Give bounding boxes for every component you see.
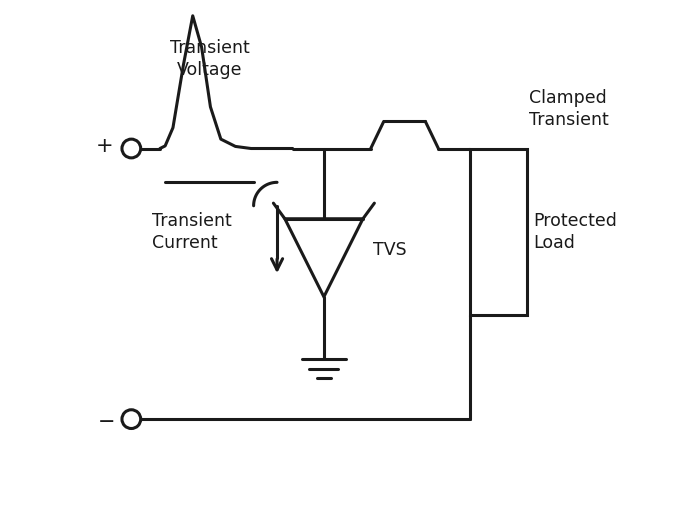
- Text: Transient
Current: Transient Current: [152, 211, 232, 252]
- Text: Clamped
Transient: Clamped Transient: [530, 89, 609, 129]
- Text: Transient
Voltage: Transient Voltage: [170, 39, 249, 79]
- Text: −: −: [98, 412, 115, 432]
- Text: TVS: TVS: [373, 241, 407, 259]
- Text: Protected
Load: Protected Load: [533, 211, 617, 252]
- Bar: [470, 148, 527, 315]
- Text: +: +: [96, 136, 113, 156]
